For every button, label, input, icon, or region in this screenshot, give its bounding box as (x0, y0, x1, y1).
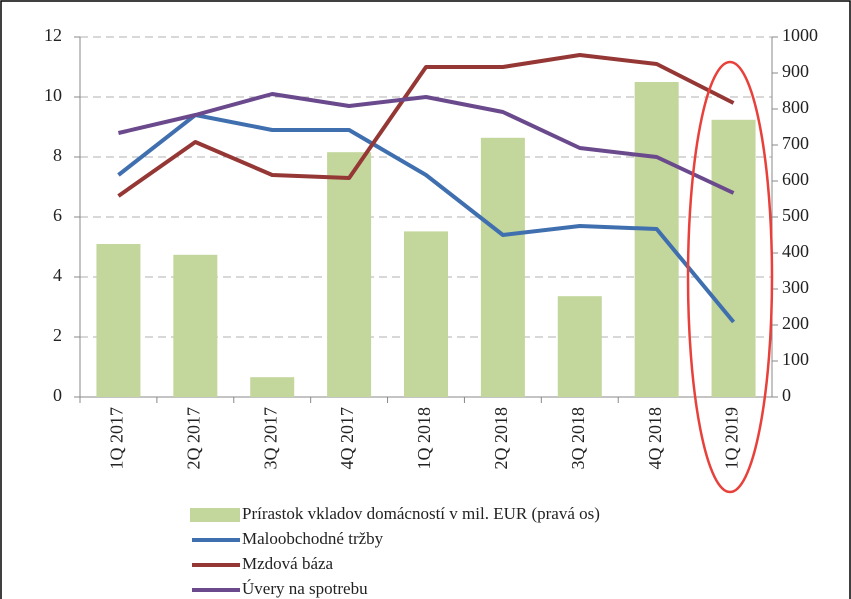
bar (173, 254, 218, 397)
y2-tick-label: 400 (782, 241, 809, 261)
bar (711, 119, 756, 398)
x-tick-label: 1Q 2019 (722, 407, 742, 470)
x-tick-label: 4Q 2018 (645, 407, 665, 470)
y2-tick-label: 1000 (782, 25, 818, 45)
bar (557, 296, 602, 397)
x-tick-label: 3Q 2018 (568, 407, 588, 470)
bar (480, 137, 525, 398)
bar (634, 82, 679, 397)
y2-tick-label: 700 (782, 133, 809, 153)
highlight-ellipse (686, 60, 774, 494)
legend-swatch (190, 508, 240, 522)
bar (250, 377, 295, 397)
y2-tick-label: 200 (782, 313, 809, 333)
y-tick-label: 10 (44, 85, 62, 105)
y-tick-label: 6 (53, 205, 62, 225)
y-tick-label: 0 (53, 385, 62, 405)
y2-tick-label: 600 (782, 169, 809, 189)
x-tick-label: 4Q 2017 (337, 407, 357, 470)
x-tick-label: 1Q 2018 (414, 407, 434, 470)
y2-tick-label: 100 (782, 349, 809, 369)
line-series (117, 92, 735, 195)
y2-tick-label: 0 (782, 385, 791, 405)
legend-label: Mzdová báza (242, 554, 334, 573)
y-tick-label: 2 (53, 325, 62, 345)
x-tick-label: 2Q 2018 (491, 407, 511, 470)
legend-label: Maloobchodné tržby (242, 529, 384, 548)
x-tick-label: 3Q 2017 (260, 407, 280, 470)
bar (327, 152, 372, 397)
y-tick-label: 4 (53, 265, 62, 285)
x-tick-label: 1Q 2017 (107, 407, 127, 470)
line-series (117, 113, 736, 324)
y2-tick-label: 500 (782, 205, 809, 225)
legend-label: Úvery na spotrebu (242, 579, 368, 598)
y2-tick-label: 300 (782, 277, 809, 297)
bar (404, 231, 448, 397)
y2-tick-label: 900 (782, 61, 809, 81)
y-tick-label: 8 (53, 145, 62, 165)
y-tick-label: 12 (44, 25, 62, 45)
legend-label: Prírastok vkladov domácností v mil. EUR … (242, 504, 600, 523)
x-tick-label: 2Q 2017 (183, 407, 203, 470)
bar (96, 244, 141, 397)
line-series (117, 53, 735, 198)
y2-tick-label: 800 (782, 97, 809, 117)
